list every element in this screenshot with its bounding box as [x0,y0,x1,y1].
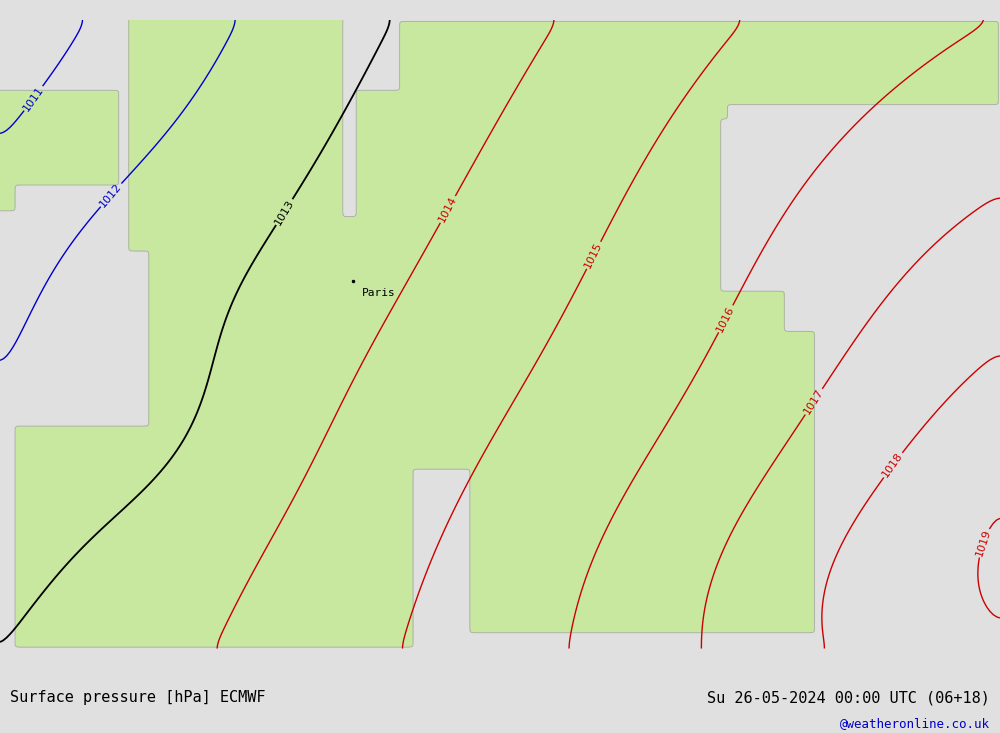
Text: 1013: 1013 [273,197,296,226]
Text: 1011: 1011 [21,84,46,113]
Text: Su 26-05-2024 00:00 UTC (06+18): Su 26-05-2024 00:00 UTC (06+18) [707,690,990,705]
Text: 1019: 1019 [974,528,992,558]
Text: @weatheronline.co.uk: @weatheronline.co.uk [840,717,990,730]
Text: 1016: 1016 [715,304,736,334]
Text: Surface pressure [hPa] ECMWF: Surface pressure [hPa] ECMWF [10,690,266,705]
Text: 1015: 1015 [583,240,604,270]
Text: Paris: Paris [361,287,395,298]
Text: 1017: 1017 [802,387,825,416]
Text: 1018: 1018 [881,451,905,479]
Text: 1014: 1014 [437,195,459,224]
Text: 1012: 1012 [98,181,124,209]
